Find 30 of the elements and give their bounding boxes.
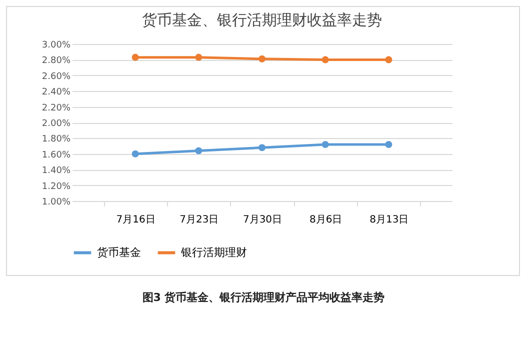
point	[322, 56, 329, 64]
y-tick-label: 2.80%	[42, 56, 71, 66]
caption: 图3 货币基金、银行活期理财产品平均收益率走势	[141, 290, 386, 305]
point	[258, 55, 266, 62]
point	[195, 147, 202, 154]
point	[385, 140, 392, 148]
y-tick-label: 2.20%	[42, 103, 71, 114]
point	[132, 150, 139, 158]
x-tick-label: 8月13日	[370, 214, 409, 226]
y-tick-label: 2.00%	[42, 119, 71, 129]
y-tick-label: 1.20%	[42, 182, 71, 192]
x-tick-label: 7月23日	[180, 214, 219, 226]
legend-label: 银行活期理财	[180, 246, 247, 259]
y-tick-label: 2.60%	[42, 72, 71, 82]
y-tick-label: 1.80%	[42, 134, 71, 145]
y-tick-label: 1.40%	[42, 166, 71, 176]
point	[132, 54, 139, 61]
x-tick-label: 8月6日	[309, 214, 342, 226]
point	[258, 144, 266, 152]
y-tick-label: 2.40%	[42, 88, 71, 98]
x-tick-label: 7月30日	[242, 214, 282, 226]
y-tick-label: 1.60%	[42, 150, 71, 160]
point	[322, 140, 329, 148]
chart-title: 货币基金、银行活期理财收益率走势	[142, 11, 382, 29]
point	[195, 54, 202, 61]
x-tick-label: 7月16日	[116, 214, 156, 226]
y-tick-label: 3.00%	[42, 40, 71, 50]
y-tick-label: 1.00%	[42, 198, 71, 208]
point	[385, 56, 392, 64]
legend-label: 货币基金	[97, 246, 141, 259]
